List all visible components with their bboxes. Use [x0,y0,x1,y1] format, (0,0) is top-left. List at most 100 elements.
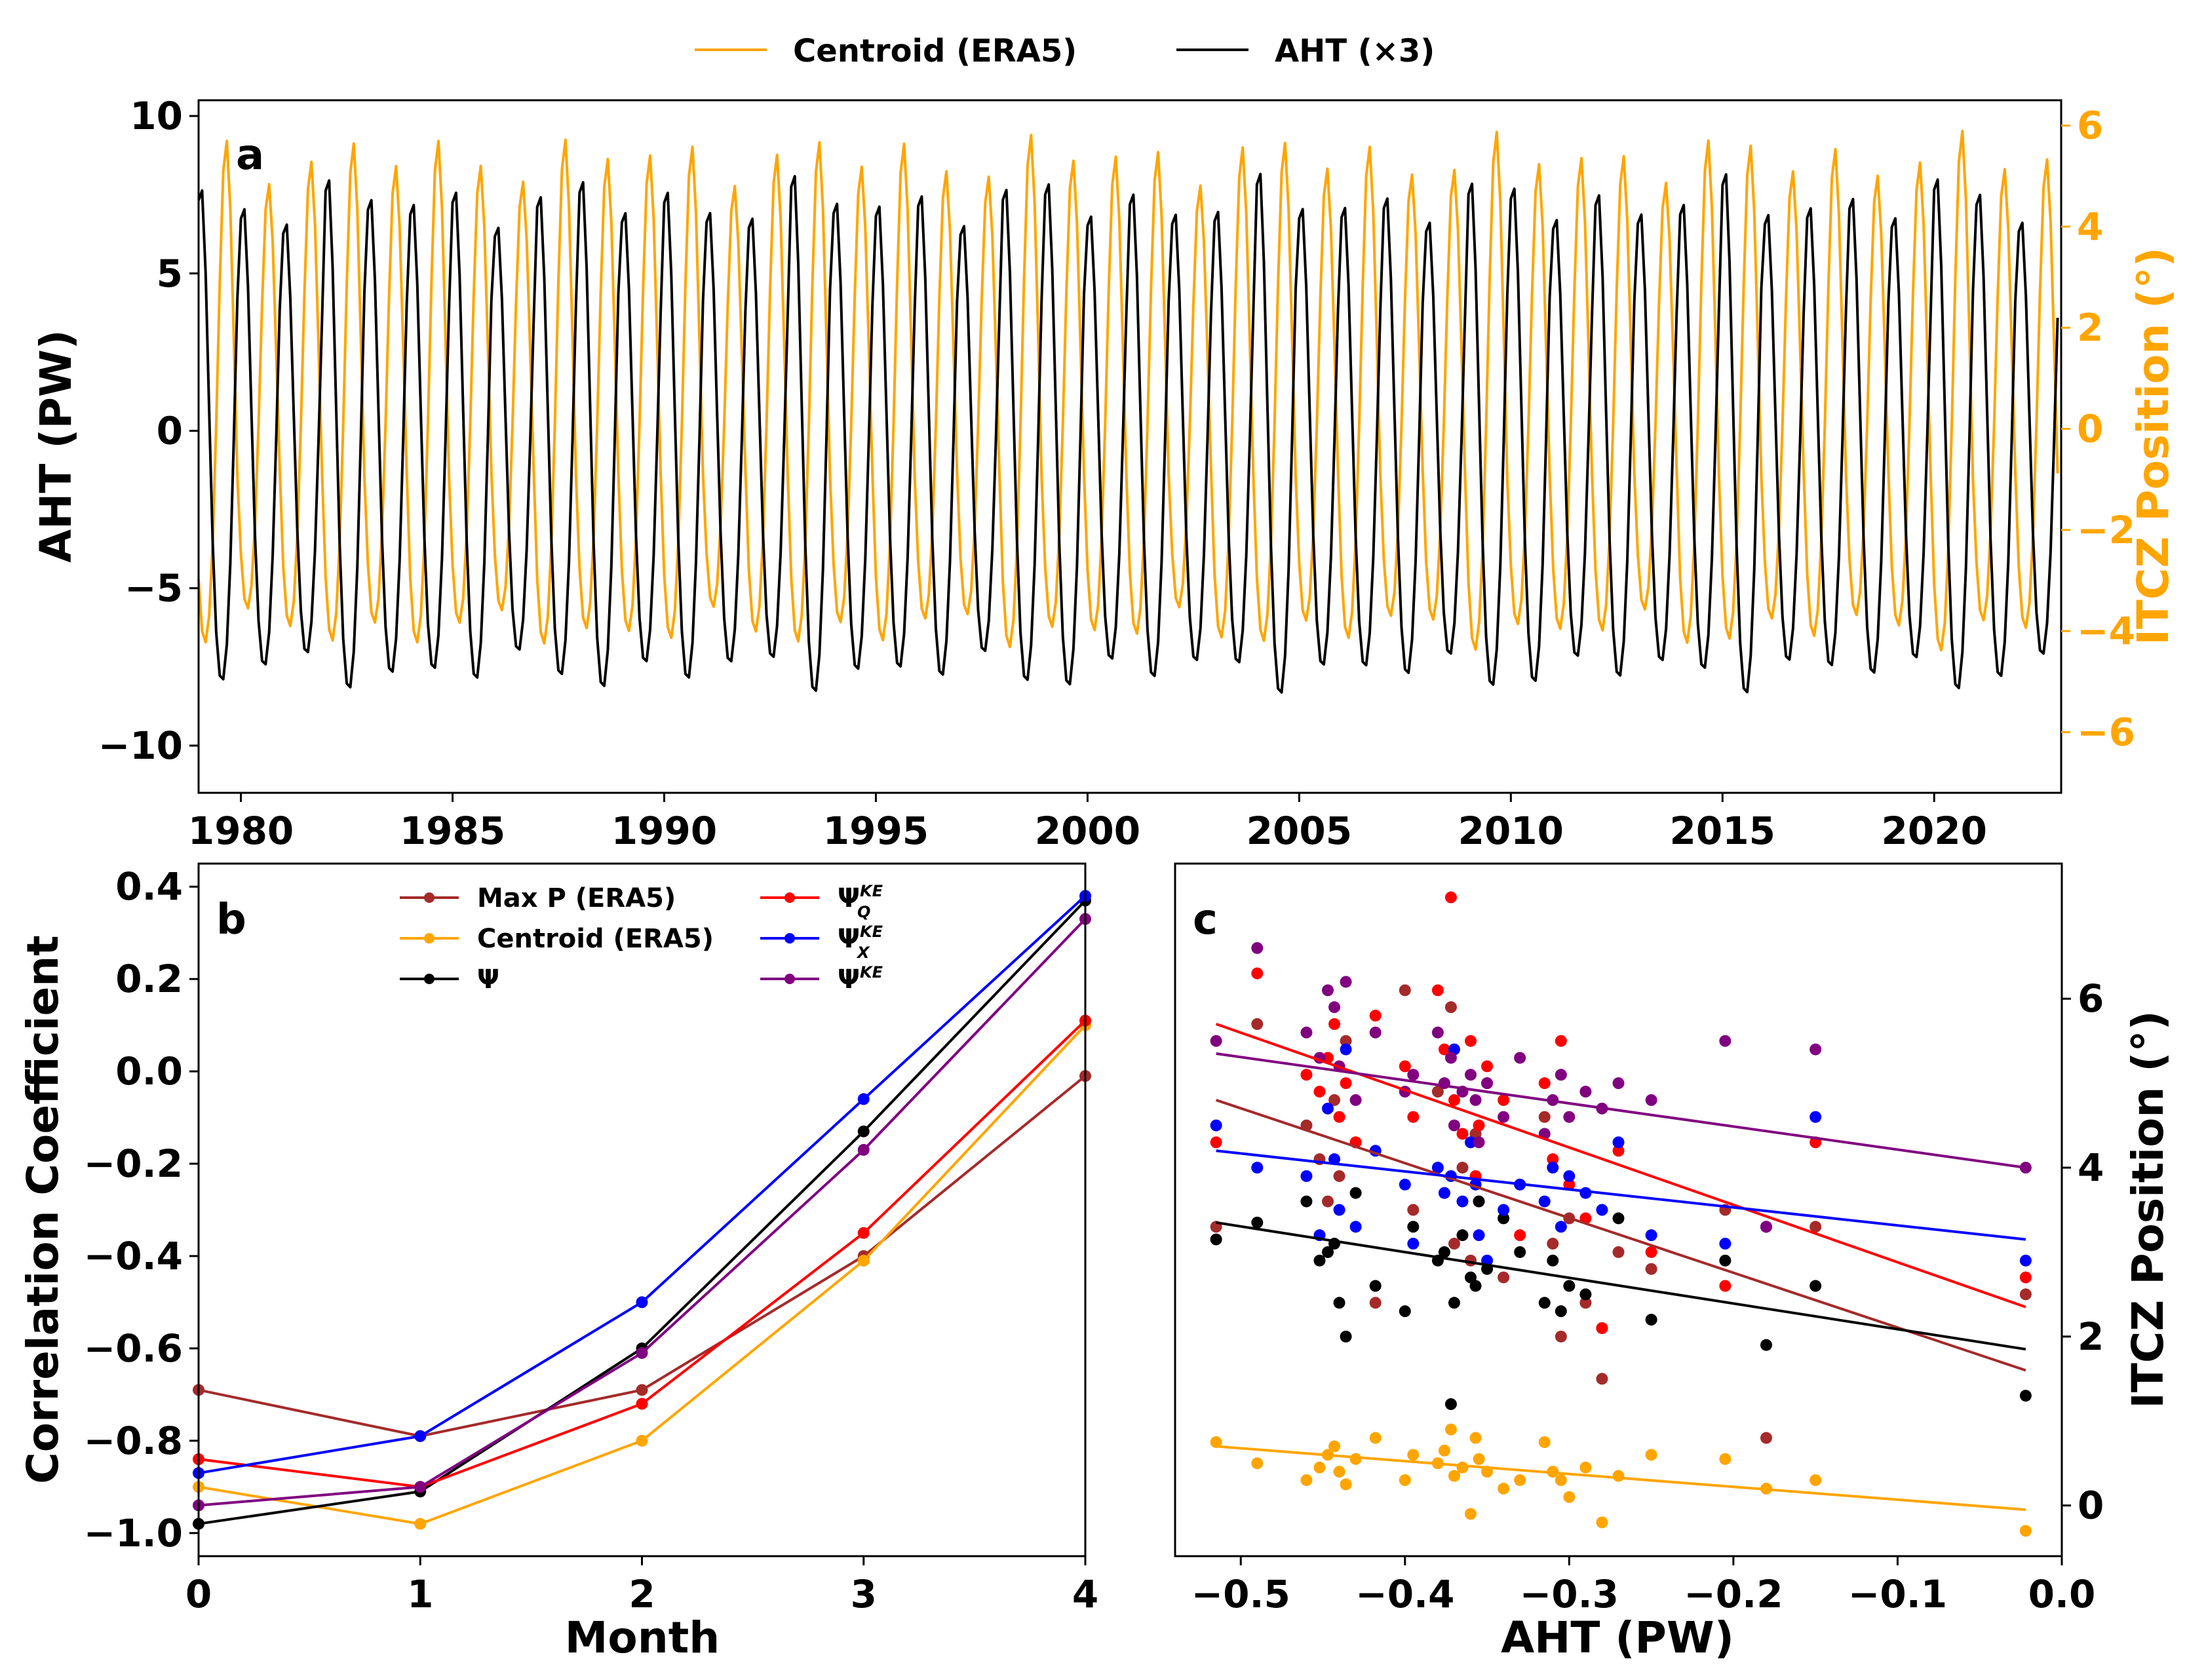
legend-marker [784,974,795,984]
scatter-point [1407,1069,1420,1081]
legend-marker [424,933,435,944]
scatter-point [1538,1195,1551,1208]
y-tick-label-right: 2 [2078,1314,2104,1359]
legend-marker [424,892,435,903]
scatter-point [1498,1111,1510,1123]
scatter-point [1333,1466,1345,1478]
scatter-point [1438,1043,1450,1056]
scatter-point [1579,1461,1592,1474]
legend-label: Ψ [477,964,499,995]
x-tick-label: 1985 [400,809,505,853]
scatter-point [1313,1086,1326,1098]
scatter-point [1399,1060,1411,1073]
x-tick-label: −0.3 [1520,1572,1619,1616]
scatter-point [1498,1482,1510,1495]
scatter-point [1251,1162,1264,1174]
trend-line-4 [1216,1149,2026,1241]
scatter-point [1322,1246,1334,1258]
scatter-point [1399,984,1411,997]
scatter-point [1251,942,1264,954]
scatter-point [1340,976,1352,988]
series-line-2 [198,900,1087,1525]
series-point [636,1384,648,1396]
scatter-point [1473,1453,1485,1465]
scatter-point [1349,1094,1362,1106]
scatter-point [1809,1111,1822,1123]
scatter-point [1547,1238,1559,1250]
scatter-point [1438,1246,1450,1258]
scatter-point [1313,1254,1326,1267]
scatter-point [1322,984,1334,997]
scatter-point [1444,1423,1457,1436]
scatter-point [1809,1280,1822,1292]
scatter-point [1448,1119,1460,1132]
scatter-point [1596,1322,1608,1334]
y-tick-label: −0.6 [84,1326,183,1371]
scatter-point [1563,1178,1576,1191]
top-legend: Centroid (ERA5) AHT (×3) [695,33,1435,69]
series-centroid-line [197,130,2059,652]
x-tick-label: 2015 [1670,809,1775,853]
panel-a-frame [197,99,2062,794]
scatter-point [1444,1052,1457,1064]
y-tick-label-right: 4 [2078,1145,2104,1190]
scatter-point [1328,1001,1341,1014]
scatter-point [1719,1238,1732,1250]
scatter-point [1340,1478,1352,1491]
legend-label: Max P (ERA5) [477,883,676,913]
y-tick-label-right: 0 [2078,1483,2104,1528]
y-tick-label-left: −5 [125,566,183,611]
scatter-point [1251,1018,1264,1030]
scatter-point [1514,1246,1526,1258]
scatter-point [1719,1453,1732,1465]
scatter-point [1555,1035,1567,1047]
trend-line-1 [1216,1445,2026,1512]
scatter-point [1563,1111,1576,1123]
scatter-point [1349,1453,1362,1465]
y-tick-label-right: −4 [2077,609,2135,653]
scatter-point [1251,967,1264,980]
scatter-point [1579,1288,1592,1301]
scatter-point [1645,1314,1657,1326]
panel-c-scatter: −0.5 −0.4 −0.3 −0.2 −0.1 0.0 0 2 4 6 c AHT (PW) I… [1174,862,2173,1663]
scatter-point [1538,1436,1551,1448]
series-point [857,1143,870,1156]
y-tick-label: −0.8 [84,1419,183,1463]
scatter-point [1719,1035,1732,1047]
scatter-point [1469,1432,1482,1444]
scatter-point [1431,1086,1444,1098]
series-point [414,1518,427,1530]
scatter-point [1328,1094,1341,1106]
scatter-point [1444,1001,1457,1014]
scatter-point [1431,984,1444,997]
scatter-point [1438,1444,1450,1457]
panel-b-label: b [216,896,246,944]
scatter-point [1473,1119,1485,1132]
scatter-point [1498,1212,1510,1225]
scatter-point [1719,1254,1732,1267]
panel-b-ylabel: Correlation Coefficient [18,935,68,1483]
scatter-point [1300,1474,1313,1486]
scatter-point [1760,1339,1772,1351]
scatter-point [1498,1204,1510,1216]
y-tick-label-left: −10 [98,723,183,768]
scatter-point [1563,1170,1576,1182]
scatter-point [1473,1136,1485,1149]
series-point [636,1398,648,1410]
scatter-point [1760,1221,1772,1233]
y-tick-label: −1.0 [84,1511,183,1556]
series-aht-line [197,172,2059,694]
scatter-point [1555,1221,1567,1233]
scatter-point [1456,1128,1469,1140]
legend-aht-label: AHT (×3) [1275,33,1435,69]
scatter-point [1369,1010,1382,1022]
scatter-point [1407,1204,1420,1216]
legend-label: ΨKE Q [838,882,883,921]
x-tick-label: 2 [629,1572,655,1616]
y-tick-label-right: 2 [2077,305,2103,350]
x-tick-label: 1990 [611,809,717,853]
y-tick-label-right: 4 [2077,204,2103,249]
scatter-point [1547,1162,1559,1174]
scatter-point [1456,1229,1469,1242]
